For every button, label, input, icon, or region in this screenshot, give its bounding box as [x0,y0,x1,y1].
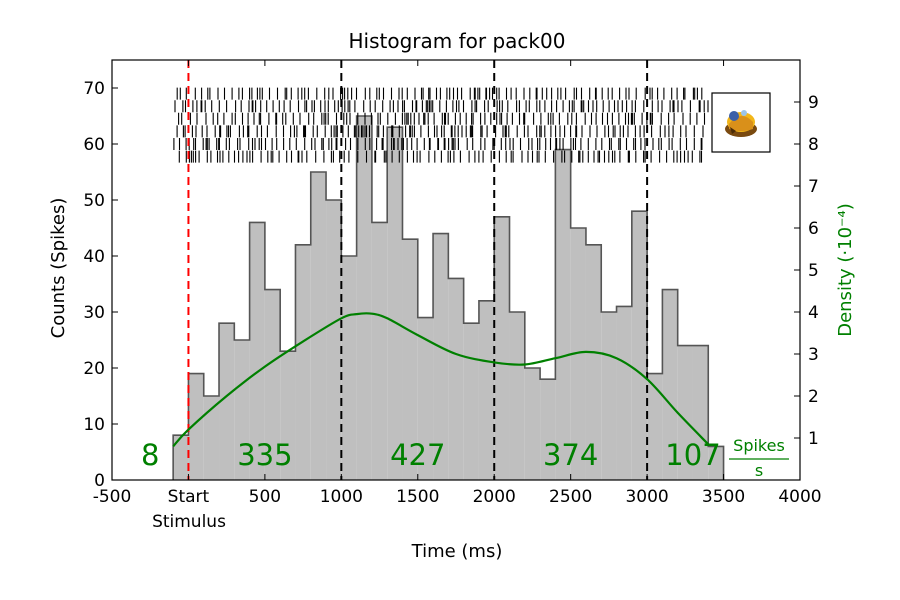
histogram-bar [692,345,709,480]
histogram-bar [570,228,586,480]
y2-axis-label: Density (·10⁻⁴) [835,203,856,337]
histogram-bar [647,373,663,480]
histogram-bar [326,200,342,480]
y2-tick-label: 3 [808,345,819,365]
spike-raster [173,87,709,163]
segment-count-label: 335 [237,438,292,472]
histogram-bar [448,278,464,480]
x-tick-label: Start [168,487,210,507]
segment-count-label: 107 [665,438,720,472]
y-tick-label: 30 [83,303,105,323]
histogram-bar [203,396,220,480]
y-tick-label: 10 [83,415,105,435]
histogram-bar [631,211,648,480]
histogram-bar [662,289,678,480]
histogram-bar [249,222,265,480]
histogram-bar [341,256,357,480]
units-numerator: Spikes [733,436,785,455]
histogram-bar [509,312,525,480]
x-tick-label: -500 [93,487,132,507]
x-tick-label: 500 [249,487,281,507]
chart-title: Histogram for pack00 [349,29,566,53]
x-tick-label: 3500 [702,487,745,507]
histogram-bar [708,446,724,480]
histogram-bar [494,216,510,481]
histogram-bar [188,373,204,480]
y2-tick-label: 2 [808,387,819,407]
units-denominator: s [755,461,763,480]
histogram-bar [433,233,449,480]
y2-tick-label: 4 [808,303,819,323]
histogram-bar [234,340,250,480]
histogram-bar [555,149,571,480]
x-tick-label: 2000 [473,487,516,507]
raster-row [174,100,709,113]
y-tick-label: 0 [94,471,105,491]
histogram-bar [173,435,189,480]
segment-counts: 8 335 427 374 107 [141,438,721,472]
histogram-bar [280,351,296,480]
y-tick-label: 70 [83,79,105,99]
y2-tick-label: 9 [808,93,819,113]
units-label: Spikes s [729,436,789,480]
histogram-bar [540,379,556,480]
raster-row [176,87,703,100]
y-axis-left: 0 10 20 30 40 50 60 70 [83,79,118,491]
histogram-bar [417,317,434,480]
histogram-bars [172,115,725,481]
raster-row [178,150,703,163]
y2-tick-label: 1 [808,429,819,449]
y2-tick-label: 8 [808,135,819,155]
histogram-bar [463,323,479,480]
x-tick-label: 4000 [778,487,821,507]
histogram-bar [387,127,403,480]
histogram-bar [478,300,495,480]
histogram-bar [264,289,281,480]
histogram-bar [616,306,632,480]
histogram-outline [172,115,725,480]
reference-lines [187,60,649,480]
y2-tick-label: 7 [808,177,819,197]
histogram-bar [677,345,693,480]
histogram-bar [402,239,418,480]
histogram-bar [524,368,541,480]
y-tick-label: 40 [83,247,105,267]
y-tick-label: 20 [83,359,105,379]
y2-tick-label: 5 [808,261,819,281]
x-axis: -500 Start 500 1000 1500 2000 2500 3000 3500 4000 [93,60,822,507]
x-axis-label: Time (ms) [411,541,503,562]
x-tick-label: 2500 [549,487,592,507]
y-axis-label: Counts (Spikes) [48,198,69,339]
histogram-bar [371,222,388,480]
logo-icon [711,92,771,153]
segment-count-label: 8 [141,438,159,472]
y-axis-right: 1 2 3 4 5 6 7 8 9 [794,93,819,449]
histogram-bar [356,116,372,480]
y2-tick-label: 6 [808,219,819,239]
histogram-bar [310,172,327,480]
y-tick-label: 60 [83,135,105,155]
x-tick-sublabel: Stimulus [152,512,226,532]
raster-row [176,125,704,138]
segment-count-label: 374 [543,438,598,472]
x-tick-label: 3000 [625,487,668,507]
raster-row [178,112,706,125]
segment-count-label: 427 [390,438,445,472]
x-tick-label: 1000 [320,487,363,507]
x-tick-label: 1500 [396,487,439,507]
y-tick-label: 50 [83,191,105,211]
histogram-bar [585,244,602,480]
histogram-bar [295,244,311,480]
histogram-bar [219,323,235,480]
density-curve [172,312,710,448]
histogram-bar [601,312,617,480]
raster-row [173,138,703,150]
